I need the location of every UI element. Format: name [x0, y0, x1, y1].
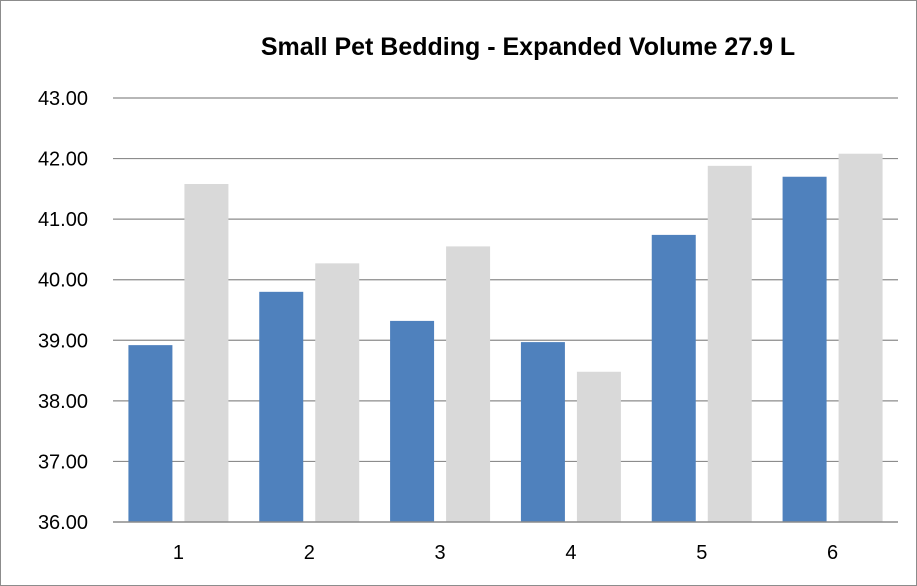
bar-series-1-category-3 [390, 320, 435, 522]
bar-series-1-category-4 [520, 342, 565, 522]
y-tick-label: 41.00 [38, 209, 88, 231]
y-tick-label: 38.00 [38, 391, 88, 413]
bar-series-2-category-2 [315, 263, 360, 522]
y-tick-label: 42.00 [38, 149, 88, 171]
x-tick-label: 6 [827, 542, 838, 564]
x-tick-label: 5 [696, 542, 707, 564]
x-tick-label: 4 [565, 542, 576, 564]
bar-series-2-category-6 [838, 153, 883, 522]
bar-series-2-category-4 [576, 371, 621, 522]
chart-title: Small Pet Bedding - Expanded Volume 27.9… [261, 33, 795, 61]
x-tick-label: 2 [304, 542, 315, 564]
y-tick-label: 39.00 [38, 330, 88, 352]
bar-series-1-category-6 [782, 176, 827, 522]
x-tick-label: 3 [435, 542, 446, 564]
y-tick-label: 37.00 [38, 451, 88, 473]
y-tick-label: 40.00 [38, 270, 88, 292]
x-tick-label: 1 [173, 542, 184, 564]
x-axis-ticks: 1 2 3 4 5 6 [173, 542, 838, 564]
bar-series-2-category-3 [446, 246, 491, 522]
y-axis-ticks: 36.00 37.00 38.00 39.00 40.00 41.00 42.00 43.00 [38, 88, 88, 534]
bar-series-1-category-1 [128, 345, 173, 522]
bar-series-1-category-2 [259, 291, 304, 522]
bars [128, 153, 883, 523]
bar-series-2-category-5 [707, 165, 752, 522]
y-tick-label: 43.00 [38, 88, 88, 110]
gridlines [113, 97, 898, 463]
y-tick-label: 36.00 [38, 512, 88, 534]
bar-series-1-category-5 [651, 234, 696, 523]
bar-series-2-category-1 [184, 184, 229, 523]
